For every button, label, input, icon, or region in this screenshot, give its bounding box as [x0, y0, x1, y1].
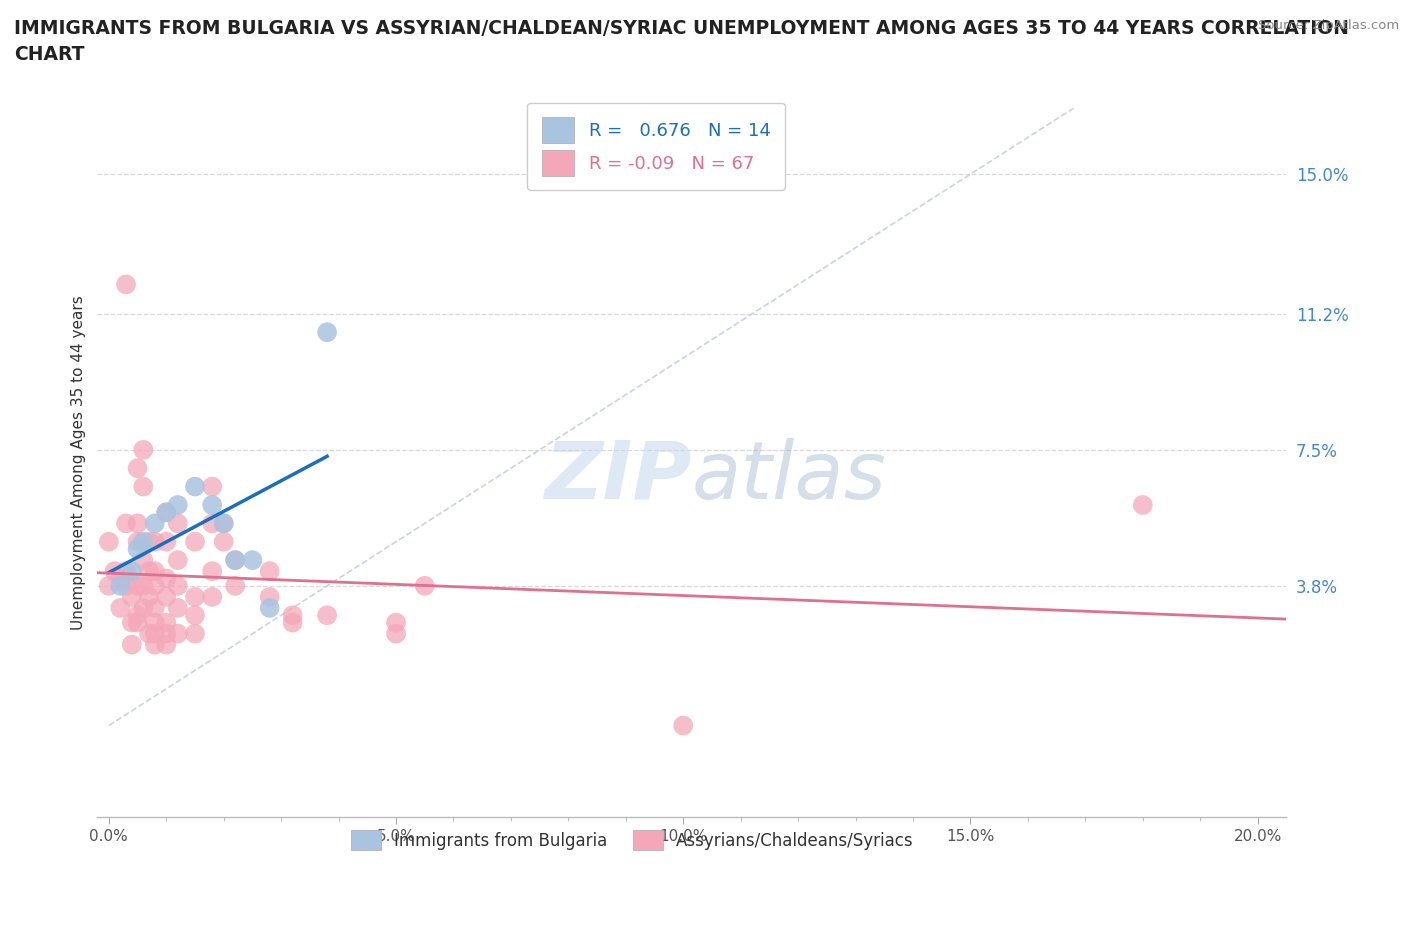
- Point: [138, 590, 160, 604]
- Point: [166, 516, 188, 531]
- Point: [201, 479, 224, 494]
- Point: [143, 578, 166, 593]
- Point: [184, 626, 207, 641]
- Text: ZIP: ZIP: [544, 438, 692, 516]
- Point: [281, 608, 304, 623]
- Point: [127, 460, 149, 475]
- Point: [166, 578, 188, 593]
- Point: [155, 626, 177, 641]
- Point: [316, 325, 339, 339]
- Point: [212, 516, 235, 531]
- Y-axis label: Unemployment Among Ages 35 to 44 years: Unemployment Among Ages 35 to 44 years: [72, 296, 86, 631]
- Point: [281, 615, 304, 630]
- Point: [143, 535, 166, 550]
- Point: [143, 637, 166, 652]
- Point: [132, 479, 155, 494]
- Point: [138, 626, 160, 641]
- Point: [97, 535, 120, 550]
- Point: [143, 615, 166, 630]
- Point: [385, 615, 408, 630]
- Point: [184, 590, 207, 604]
- Point: [143, 626, 166, 641]
- Point: [127, 541, 149, 556]
- Point: [138, 535, 160, 550]
- Point: [184, 479, 207, 494]
- Point: [201, 516, 224, 531]
- Point: [155, 505, 177, 520]
- Point: [127, 608, 149, 623]
- Point: [224, 578, 246, 593]
- Text: Source: ZipAtlas.com: Source: ZipAtlas.com: [1258, 19, 1399, 32]
- Point: [121, 564, 143, 578]
- Point: [1132, 498, 1154, 512]
- Point: [212, 516, 235, 531]
- Point: [115, 277, 138, 292]
- Point: [127, 615, 149, 630]
- Point: [155, 505, 177, 520]
- Point: [132, 443, 155, 458]
- Point: [259, 601, 281, 616]
- Point: [201, 564, 224, 578]
- Point: [115, 564, 138, 578]
- Point: [201, 590, 224, 604]
- Point: [110, 578, 132, 593]
- Point: [316, 608, 339, 623]
- Point: [143, 516, 166, 531]
- Point: [121, 637, 143, 652]
- Point: [103, 564, 125, 578]
- Point: [110, 601, 132, 616]
- Point: [224, 552, 246, 567]
- Point: [132, 578, 155, 593]
- Point: [242, 552, 264, 567]
- Point: [201, 498, 224, 512]
- Point: [166, 498, 188, 512]
- Legend: Immigrants from Bulgaria, Assyrians/Chaldeans/Syriacs: Immigrants from Bulgaria, Assyrians/Chal…: [343, 822, 922, 858]
- Point: [127, 578, 149, 593]
- Point: [115, 516, 138, 531]
- Point: [121, 615, 143, 630]
- Point: [385, 626, 408, 641]
- Point: [184, 608, 207, 623]
- Point: [259, 590, 281, 604]
- Point: [115, 578, 138, 593]
- Point: [224, 552, 246, 567]
- Point: [110, 571, 132, 586]
- Point: [132, 601, 155, 616]
- Point: [138, 564, 160, 578]
- Text: atlas: atlas: [692, 438, 887, 516]
- Point: [413, 578, 436, 593]
- Point: [127, 516, 149, 531]
- Point: [155, 615, 177, 630]
- Point: [166, 626, 188, 641]
- Point: [166, 552, 188, 567]
- Point: [143, 601, 166, 616]
- Point: [166, 601, 188, 616]
- Point: [121, 590, 143, 604]
- Point: [97, 578, 120, 593]
- Point: [143, 564, 166, 578]
- Point: [212, 535, 235, 550]
- Point: [132, 535, 155, 550]
- Point: [155, 637, 177, 652]
- Point: [184, 535, 207, 550]
- Point: [155, 590, 177, 604]
- Point: [127, 535, 149, 550]
- Point: [259, 564, 281, 578]
- Point: [155, 535, 177, 550]
- Text: IMMIGRANTS FROM BULGARIA VS ASSYRIAN/CHALDEAN/SYRIAC UNEMPLOYMENT AMONG AGES 35 : IMMIGRANTS FROM BULGARIA VS ASSYRIAN/CHA…: [14, 19, 1348, 64]
- Point: [155, 571, 177, 586]
- Point: [672, 718, 695, 733]
- Point: [132, 552, 155, 567]
